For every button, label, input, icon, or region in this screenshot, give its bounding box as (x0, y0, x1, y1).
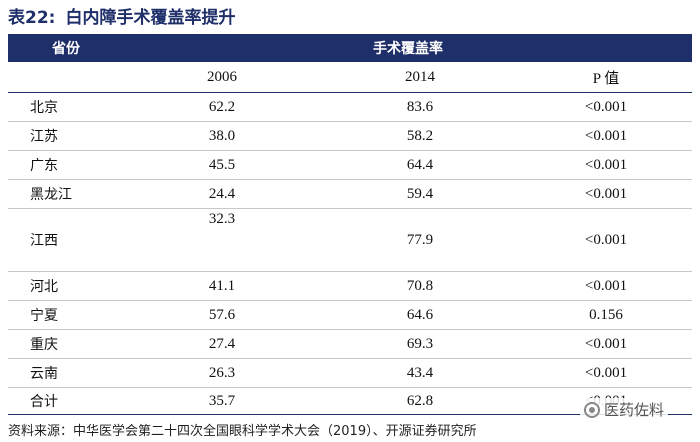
header-2014: 2014 (320, 62, 520, 93)
province-cell: 宁夏 (8, 300, 124, 330)
value-2014-cell: 77.9 (320, 208, 520, 272)
value-2014-cell: 83.6 (320, 92, 520, 122)
table-number: 表22: (8, 8, 56, 28)
header-province: 省份 (8, 34, 124, 62)
table-row: 黑龙江 24.4 59.4 <0.001 (8, 179, 693, 209)
p-value-cell: <0.001 (520, 329, 693, 359)
coverage-table: 省份 手术覆盖率 2006 2014 P 值 北京 62.2 83.6 <0.0… (8, 34, 693, 415)
value-2006-cell: 27.4 (124, 329, 320, 359)
header-p-value: P 值 (520, 62, 693, 93)
province-cell: 黑龙江 (8, 179, 124, 209)
value-2014-cell: 62.8 (320, 387, 520, 415)
value-2014-cell: 69.3 (320, 329, 520, 359)
watermark-text: 医药佐料 (604, 401, 665, 419)
value-2014-cell: 43.4 (320, 358, 520, 388)
table-row: 宁夏 57.6 64.6 0.156 (8, 300, 693, 330)
value-2006-cell: 24.4 (124, 179, 320, 209)
value-2014-cell: 58.2 (320, 121, 520, 151)
table-row: 北京 62.2 83.6 <0.001 (8, 92, 693, 122)
province-cell: 江苏 (8, 121, 124, 151)
value-2006-cell: 45.5 (124, 150, 320, 180)
province-cell: 河北 (8, 271, 124, 301)
value-2006-cell: 62.2 (124, 92, 320, 122)
value-2014-cell: 59.4 (320, 179, 520, 209)
table-header-row: 省份 手术覆盖率 (8, 34, 693, 62)
province-cell: 江西 (8, 208, 124, 272)
value-2014-cell: 64.4 (320, 150, 520, 180)
value-2014-cell: 64.6 (320, 300, 520, 330)
p-value-cell: <0.001 (520, 358, 693, 388)
province-cell: 重庆 (8, 329, 124, 359)
province-cell: 广东 (8, 150, 124, 180)
value-2014-cell: 70.8 (320, 271, 520, 301)
value-2006-cell: 26.3 (124, 358, 320, 388)
p-value-cell: <0.001 (520, 121, 693, 151)
value-2006-cell: 35.7 (124, 387, 320, 415)
value-2006-cell: 57.6 (124, 300, 320, 330)
account-logo-icon (584, 402, 600, 418)
table-row: 江苏 38.0 58.2 <0.001 (8, 121, 693, 151)
table-row: 重庆 27.4 69.3 <0.001 (8, 329, 693, 359)
table-caption: 白内障手术覆盖率提升 (65, 8, 236, 28)
source-note: 资料来源：中华医学会第二十四次全国眼科学学术大会（2019）、开源证券研究所 (8, 424, 477, 439)
p-value-cell: <0.001 (520, 208, 693, 272)
table-row: 广东 45.5 64.4 <0.001 (8, 150, 693, 180)
province-cell: 北京 (8, 92, 124, 122)
p-value-cell: 0.156 (520, 300, 693, 330)
table-row: 江西 32.3 77.9 <0.001 (8, 208, 693, 272)
value-2006-cell: 38.0 (124, 121, 320, 151)
province-cell: 合计 (8, 387, 124, 415)
value-2006-cell: 41.1 (124, 271, 320, 301)
province-cell: 云南 (8, 358, 124, 388)
p-value-cell: <0.001 (520, 271, 693, 301)
p-value-cell: <0.001 (520, 150, 693, 180)
header-2006: 2006 (124, 62, 320, 93)
subheader-empty (8, 62, 124, 93)
value-2006-cell: 32.3 (124, 208, 320, 272)
table-row: 云南 26.3 43.4 <0.001 (8, 358, 693, 388)
p-value-cell: <0.001 (520, 179, 693, 209)
p-value-cell: <0.001 (520, 92, 693, 122)
table-title: 表22: 白内障手术覆盖率提升 (8, 6, 692, 37)
table-subheader-row: 2006 2014 P 值 (8, 62, 693, 93)
header-coverage: 手术覆盖率 (124, 34, 693, 62)
watermark: 医药佐料 (580, 398, 669, 422)
table-row: 河北 41.1 70.8 <0.001 (8, 271, 693, 301)
